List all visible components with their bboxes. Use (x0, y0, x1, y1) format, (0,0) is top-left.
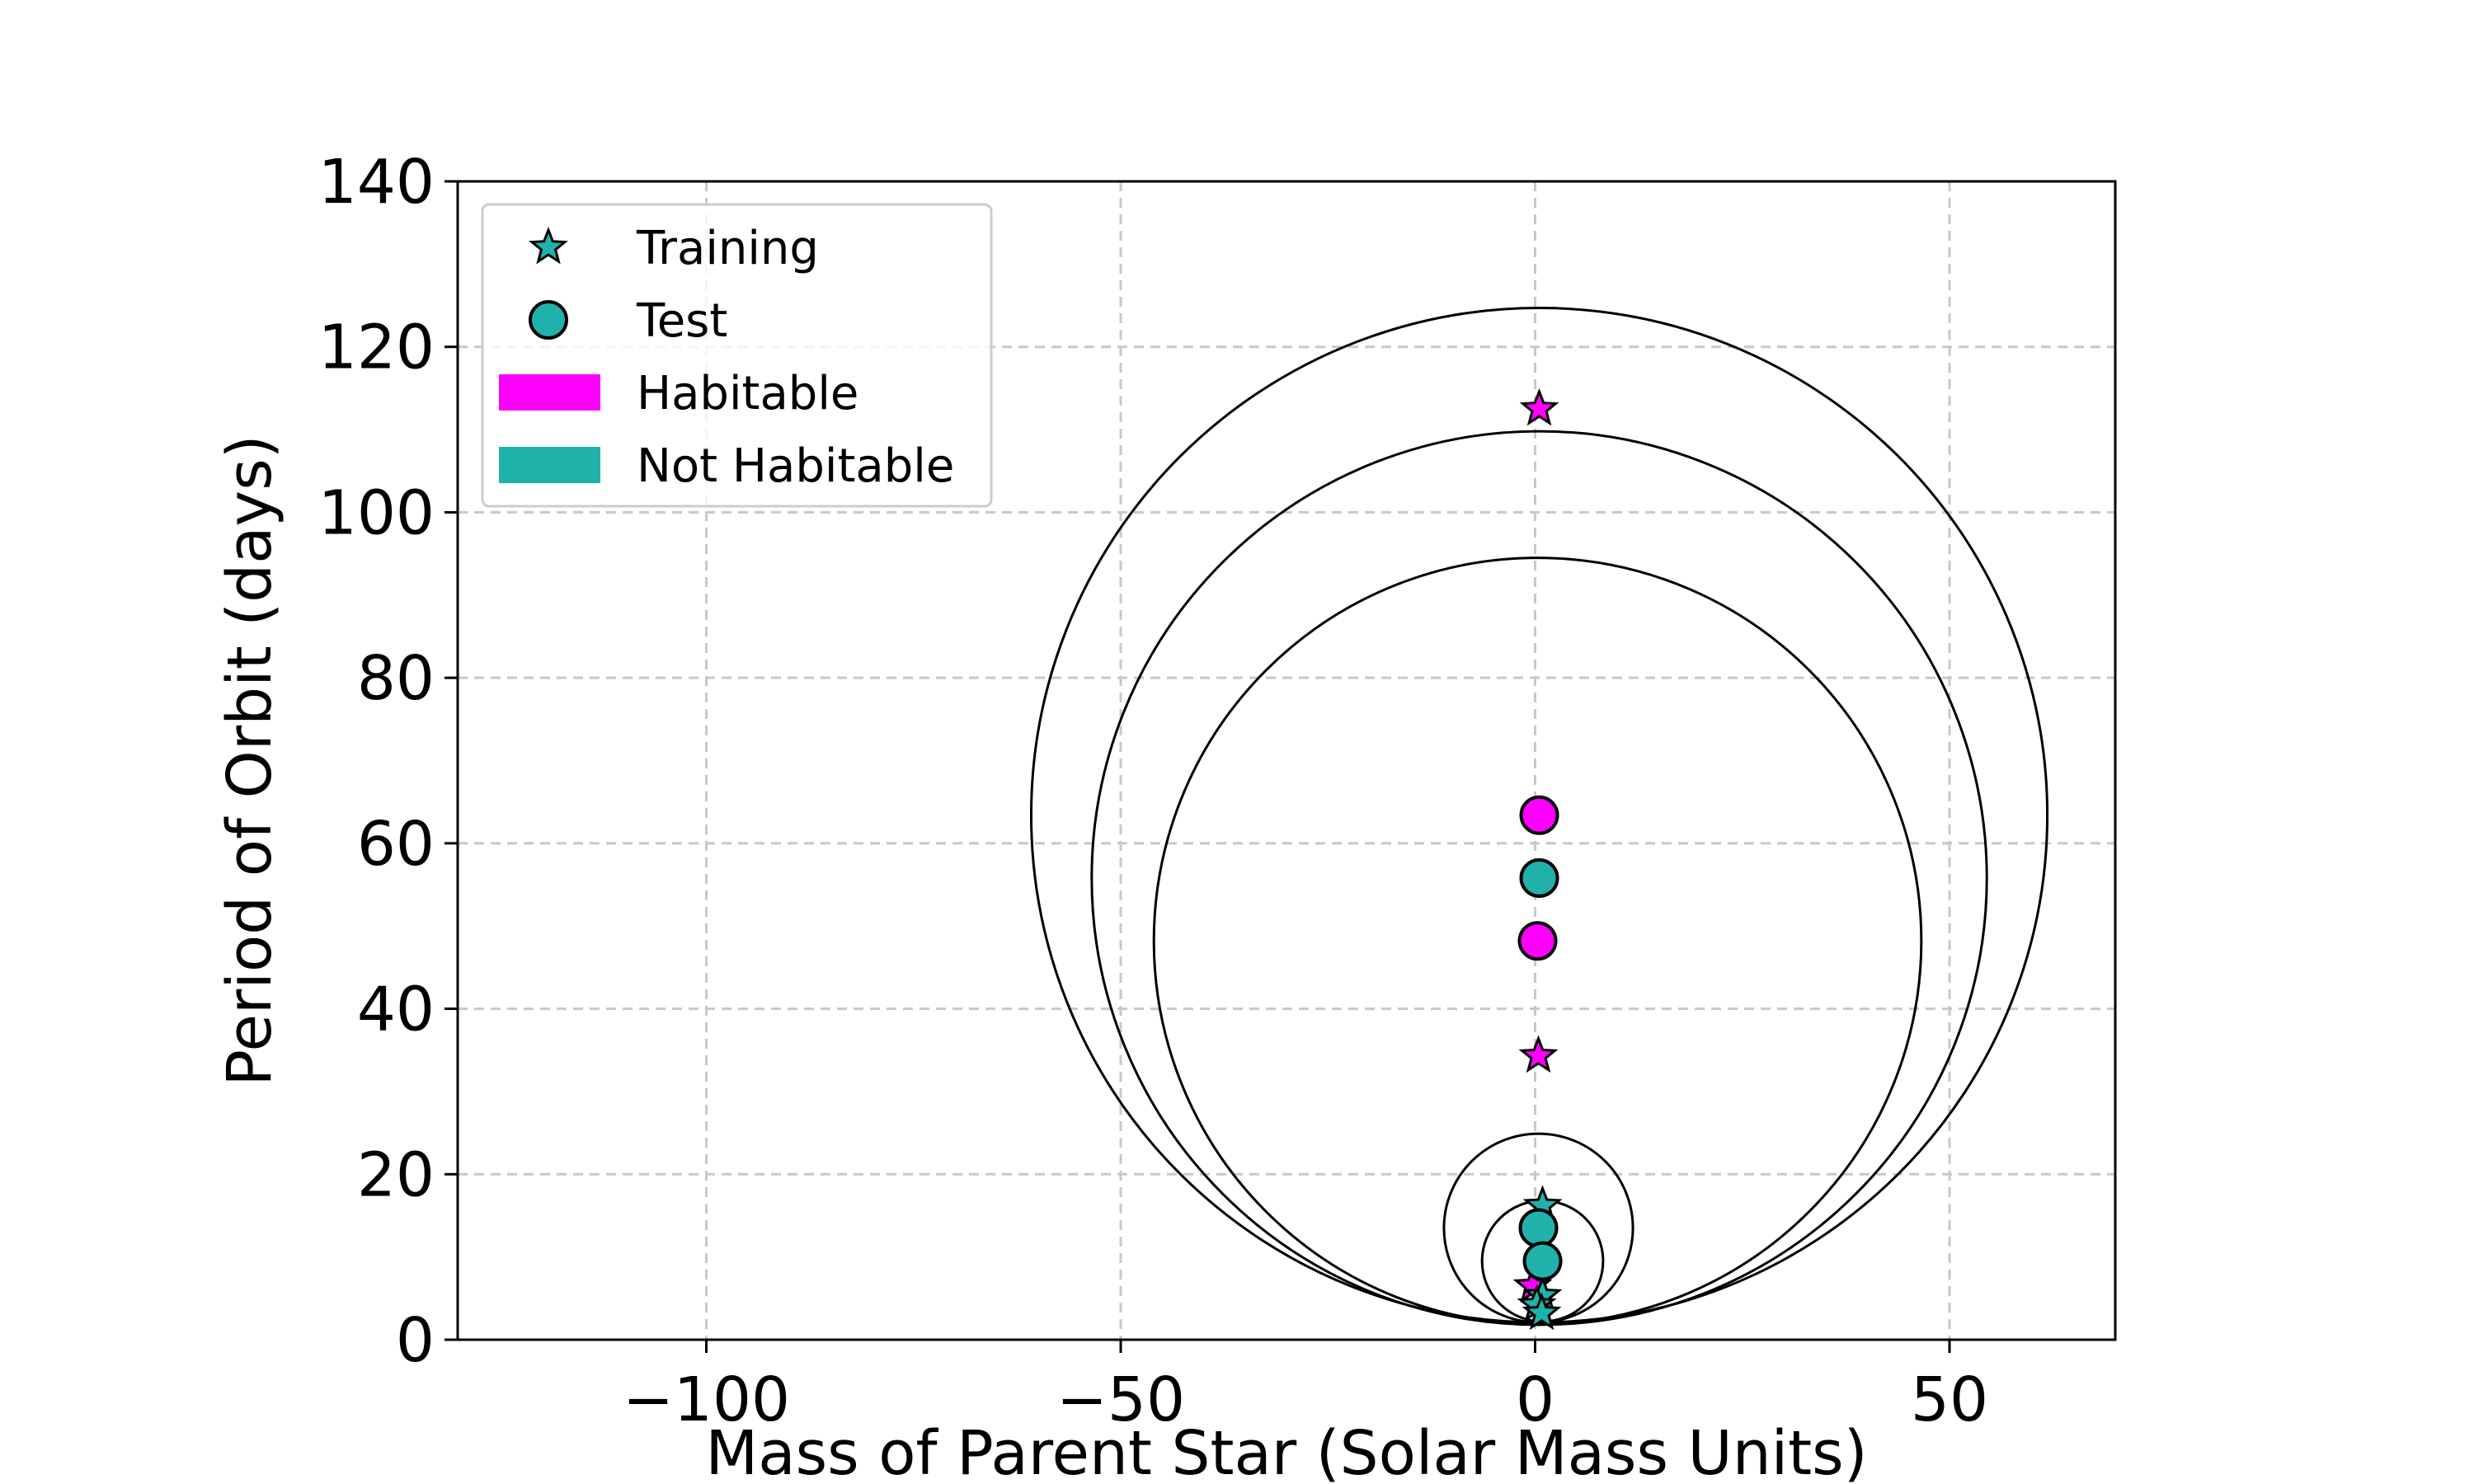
legend-box (481, 203, 993, 508)
legend-label: Habitable (637, 367, 858, 420)
grid-layer (458, 181, 2115, 1340)
test-point (1517, 921, 1558, 961)
test-point (1519, 795, 1559, 835)
training-point (1522, 1292, 1562, 1331)
y-tick-label: 0 (396, 1305, 435, 1376)
test-point (1518, 1208, 1559, 1248)
y-tick-label: 20 (357, 1139, 435, 1210)
y-tick-label: 80 (357, 643, 435, 714)
legend-color-patch (499, 447, 600, 483)
x-tick-label: 50 (1911, 1364, 1988, 1435)
legend-label: Training (636, 222, 819, 275)
legend-star-marker (529, 226, 568, 265)
test-point (1522, 1241, 1563, 1281)
x-tick-label: −50 (1056, 1364, 1185, 1435)
legend-circle-marker (529, 300, 568, 340)
x-tick-label: −100 (623, 1364, 790, 1435)
training-point (1518, 1035, 1559, 1073)
y-tick-label: 140 (318, 147, 435, 218)
y-tick-label: 60 (357, 809, 435, 880)
test-point (1519, 858, 1559, 899)
legend-label: Not Habitable (637, 439, 954, 493)
y-tick-label: 100 (318, 477, 435, 548)
axes-frame (456, 180, 2117, 1341)
x-tick-label: 0 (1516, 1364, 1554, 1435)
y-tick-label: 120 (318, 312, 435, 383)
legend-label: Test (636, 294, 727, 348)
legend: Training Test Habitable Not Habitable (481, 203, 993, 508)
training-point (1519, 387, 1559, 426)
point-layer (1512, 387, 1563, 1331)
y-axis-label: Period of Orbit (days) (214, 434, 285, 1086)
legend-color-patch (499, 374, 600, 411)
tick-layer: −100 −50 0 50 0 20 40 60 80 100 120 140 (318, 147, 1988, 1435)
y-tick-label: 40 (357, 974, 435, 1045)
x-axis-label: Mass of Parent Star (Solar Mass Units) (705, 1418, 1867, 1484)
